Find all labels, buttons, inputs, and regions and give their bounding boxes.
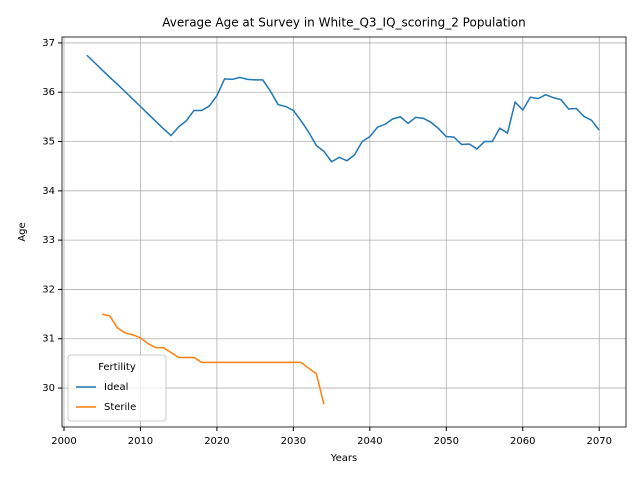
y-tick-label: 35 — [42, 137, 55, 148]
plot-frame — [61, 36, 627, 428]
y-tick-label: 33 — [42, 235, 55, 246]
x-axis-label: Years — [330, 453, 357, 464]
legend-box — [67, 354, 167, 422]
y-tick-label: 34 — [42, 186, 55, 197]
x-tick-label: 2030 — [281, 436, 306, 447]
x-tick-label: 2010 — [128, 436, 153, 447]
y-tick-label: 36 — [42, 87, 55, 98]
x-tick-label: 2070 — [587, 436, 612, 447]
x-tick-label: 2060 — [510, 436, 535, 447]
x-tick-label: 2050 — [434, 436, 459, 447]
data-line — [86, 54, 600, 163]
y-axis-label: Age — [17, 222, 28, 241]
y-tick-label: 32 — [42, 284, 55, 295]
x-tick-label: 2040 — [357, 436, 382, 447]
x-tick-label: 2000 — [51, 436, 76, 447]
y-tick-label: 37 — [42, 38, 55, 49]
legend-label: Sterile — [104, 402, 136, 413]
legend-label: Ideal — [104, 382, 128, 393]
legend-title: Fertility — [98, 362, 136, 373]
x-tick-label: 2020 — [204, 436, 229, 447]
data-line — [102, 313, 325, 405]
y-tick-label: 31 — [42, 334, 55, 345]
chart-title: Average Age at Survey in White_Q3_IQ_sco… — [162, 16, 525, 30]
y-tick-label: 30 — [42, 383, 55, 394]
